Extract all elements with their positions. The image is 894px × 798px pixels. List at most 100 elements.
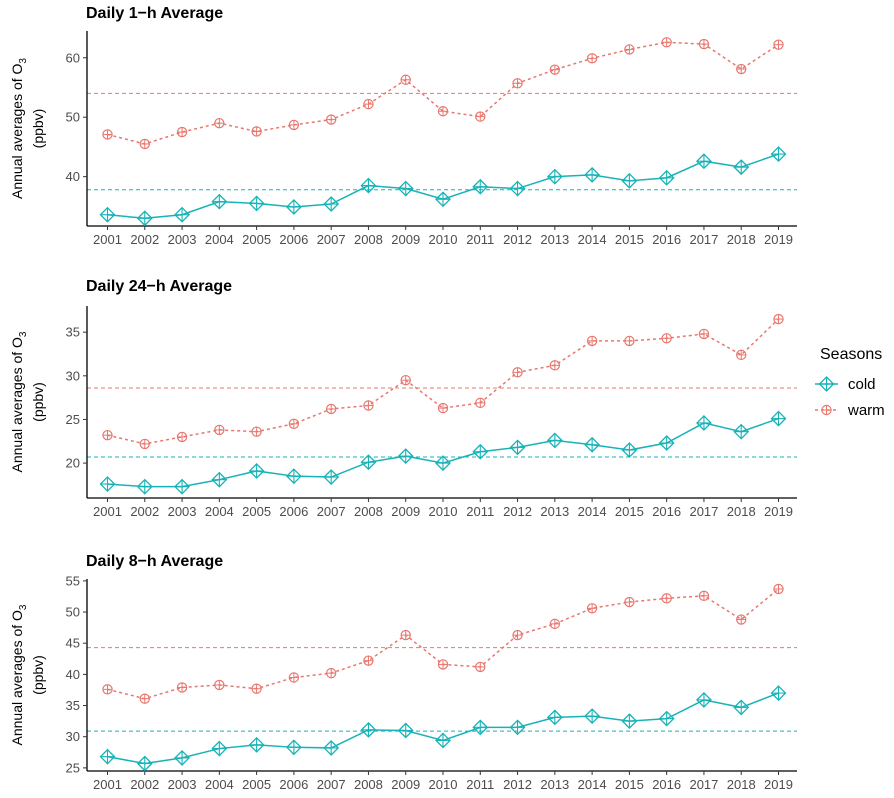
data-point-warm xyxy=(586,335,598,347)
data-point-cold xyxy=(435,455,451,472)
x-tick-label: 2012 xyxy=(503,777,532,792)
data-point-warm xyxy=(773,39,784,50)
y-axis-unit-label: (ppbv) xyxy=(30,109,46,149)
data-point-warm xyxy=(512,78,523,89)
data-point-cold xyxy=(211,193,228,210)
x-tick-label: 2008 xyxy=(354,777,383,792)
data-point-cold xyxy=(658,435,675,451)
data-point-warm xyxy=(139,438,150,450)
data-point-warm xyxy=(698,328,710,340)
data-point-cold xyxy=(621,713,638,730)
data-point-cold xyxy=(285,199,302,215)
legend-key-marker xyxy=(821,404,832,416)
x-tick-label: 2013 xyxy=(540,504,569,519)
data-point-cold xyxy=(174,206,190,223)
data-point-cold xyxy=(658,169,675,186)
y-axis-unit-label: (ppbv) xyxy=(30,382,46,422)
data-point-cold xyxy=(584,166,601,183)
x-tick-label: 2003 xyxy=(168,504,197,519)
y-tick-label: 40 xyxy=(66,667,80,682)
x-tick-label: 2005 xyxy=(242,777,271,792)
data-point-cold xyxy=(136,755,153,772)
data-point-cold xyxy=(472,178,489,195)
data-point-warm xyxy=(214,117,225,129)
data-point-warm xyxy=(251,126,262,137)
data-point-warm xyxy=(437,106,449,117)
x-tick-label: 2005 xyxy=(242,232,271,247)
data-point-warm xyxy=(139,138,150,150)
data-point-warm xyxy=(363,98,374,110)
y-axis-label-main: Annual averages of O xyxy=(9,63,25,199)
y-tick-label: 30 xyxy=(66,368,80,383)
x-tick-label: 2006 xyxy=(279,504,308,519)
data-point-warm xyxy=(176,126,188,138)
data-point-cold xyxy=(509,439,526,456)
data-point-warm xyxy=(325,403,337,415)
data-point-cold xyxy=(323,196,340,212)
data-point-cold xyxy=(99,206,116,223)
data-point-cold xyxy=(397,180,414,197)
data-point-cold xyxy=(733,159,750,176)
data-point-warm xyxy=(586,53,598,64)
x-tick-label: 2011 xyxy=(466,504,494,519)
x-tick-label: 2014 xyxy=(578,777,607,792)
x-tick-label: 2006 xyxy=(279,777,308,792)
data-point-cold xyxy=(584,708,601,725)
y-axis-label-subscript: 3 xyxy=(18,58,29,64)
x-tick-label: 2012 xyxy=(503,504,532,519)
x-tick-label: 2010 xyxy=(429,504,458,519)
x-tick-label: 2004 xyxy=(205,504,234,519)
data-point-cold xyxy=(696,153,712,170)
data-point-cold xyxy=(285,739,302,756)
x-tick-label: 2007 xyxy=(317,504,346,519)
data-point-warm xyxy=(736,63,747,75)
x-tick-label: 2007 xyxy=(317,232,346,247)
data-point-warm xyxy=(437,402,449,414)
data-point-warm xyxy=(736,349,747,361)
data-point-warm xyxy=(661,37,672,48)
series-line-warm xyxy=(107,588,779,700)
x-tick-label: 2009 xyxy=(391,232,420,247)
data-point-cold xyxy=(435,191,451,208)
data-point-warm xyxy=(214,679,225,691)
data-point-warm xyxy=(512,629,523,641)
data-point-warm xyxy=(363,655,374,666)
data-point-cold xyxy=(621,442,638,458)
data-point-cold xyxy=(733,423,750,440)
y-tick-label: 35 xyxy=(66,698,80,713)
y-axis-label-main: Annual averages of O xyxy=(9,337,25,473)
data-point-warm xyxy=(288,119,300,131)
data-point-warm xyxy=(102,129,113,140)
data-point-cold xyxy=(509,719,526,736)
x-tick-label: 2013 xyxy=(540,777,569,792)
data-point-warm xyxy=(624,335,635,347)
x-tick-label: 2002 xyxy=(130,504,159,519)
data-point-warm xyxy=(325,667,337,679)
data-point-cold xyxy=(546,168,563,185)
x-tick-label: 2016 xyxy=(652,232,681,247)
data-point-warm xyxy=(773,313,784,325)
data-point-warm xyxy=(400,374,411,386)
data-point-cold xyxy=(546,709,563,726)
data-point-warm xyxy=(512,367,523,378)
x-tick-label: 2018 xyxy=(727,504,756,519)
x-tick-label: 2019 xyxy=(764,504,793,519)
data-point-cold xyxy=(546,432,563,449)
x-tick-label: 2016 xyxy=(652,777,681,792)
data-point-warm xyxy=(437,659,449,670)
x-tick-label: 2014 xyxy=(578,504,607,519)
data-point-warm xyxy=(736,614,747,625)
series-line-warm xyxy=(107,318,780,445)
x-tick-label: 2004 xyxy=(205,232,234,247)
data-point-warm xyxy=(661,593,672,604)
data-point-cold xyxy=(435,732,451,749)
x-tick-label: 2011 xyxy=(466,777,494,792)
x-tick-label: 2009 xyxy=(391,777,420,792)
data-point-cold xyxy=(397,448,414,465)
data-point-warm xyxy=(176,682,188,693)
data-point-warm xyxy=(773,583,784,595)
data-point-warm xyxy=(363,400,374,411)
x-tick-label: 2015 xyxy=(615,504,644,519)
y-tick-label: 50 xyxy=(66,110,80,125)
